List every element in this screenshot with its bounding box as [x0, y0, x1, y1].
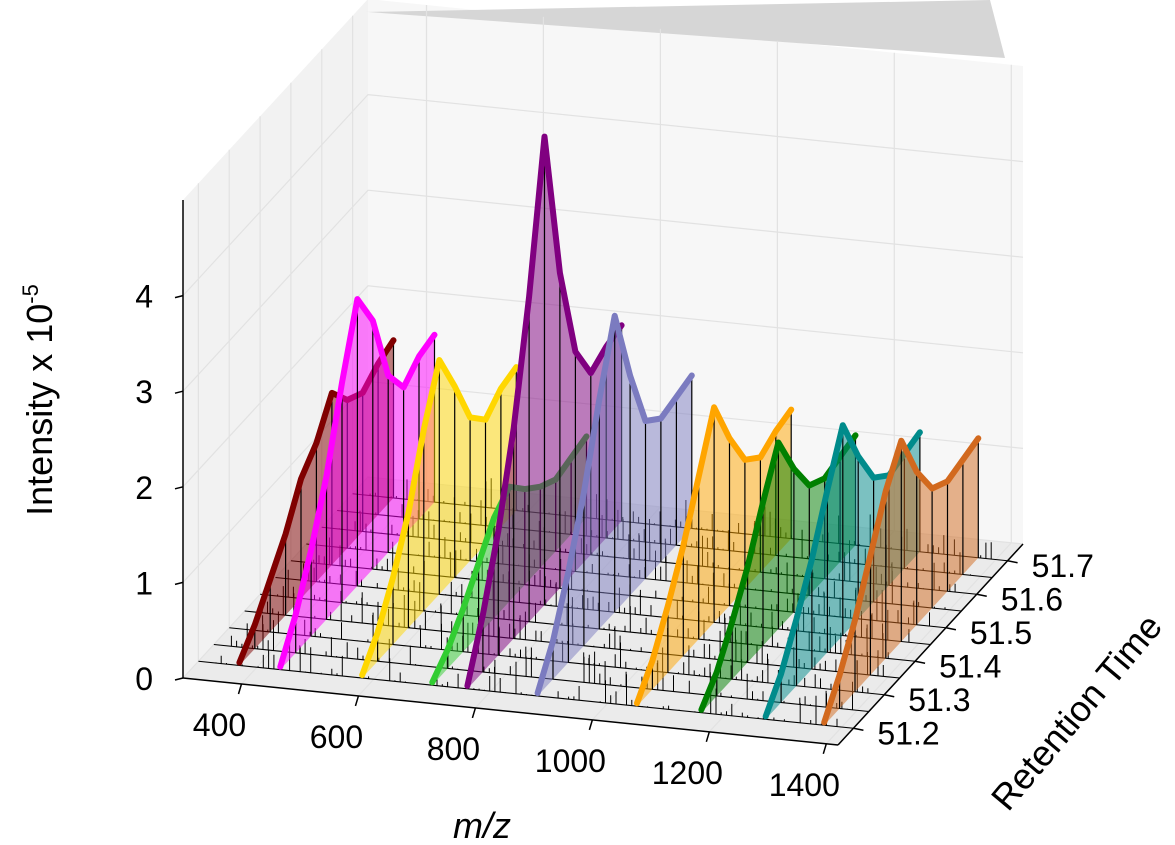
y-tick [945, 627, 957, 631]
z-axis-title-exponent: -5 [18, 284, 43, 304]
z-tick [174, 294, 184, 299]
y-tick-label: 51.2 [877, 715, 939, 751]
x-tick [822, 743, 828, 755]
z-tick [174, 581, 184, 586]
chromatogram-line [359, 357, 520, 679]
x-tick [588, 719, 594, 731]
chromatogram-line [634, 404, 795, 707]
y-tick-label: 51.6 [1001, 581, 1063, 617]
x-tick-label: 1000 [535, 743, 606, 779]
x-tick [705, 731, 711, 743]
z-tick [174, 390, 184, 394]
x-tick-label: 400 [193, 707, 246, 743]
y-tick-label: 51.7 [1032, 548, 1094, 584]
y-tick [1007, 560, 1018, 564]
spectrum-baseline [198, 660, 854, 729]
y-tick [853, 727, 864, 731]
z-axis-title: Intensity x 10-5 [18, 284, 60, 516]
x-tick [471, 707, 477, 719]
chromatogram-line [821, 435, 982, 726]
z-tick [174, 486, 184, 490]
ribbons-group [236, 133, 982, 726]
z-tick-label: 2 [135, 470, 153, 506]
x-tick-label: 800 [427, 731, 480, 767]
z-tick [174, 677, 184, 681]
y-tick-label: 51.4 [939, 648, 1001, 684]
grid-line-z [182, 285, 1024, 488]
x-tick [237, 683, 243, 695]
axes-group [174, 200, 1024, 755]
grid-line-z [182, 93, 1024, 297]
y-tick [914, 660, 926, 664]
y-axis-line [837, 543, 1024, 746]
z-tick-label: 4 [135, 279, 153, 315]
y-tick [976, 593, 987, 597]
chromatogram-line [464, 133, 625, 689]
x-tick [354, 695, 360, 707]
y-tick-label: 51.5 [970, 615, 1032, 651]
y-tick-label: 51.3 [908, 682, 970, 718]
z-tick-label: 0 [135, 661, 153, 697]
z-tick-label: 3 [135, 374, 153, 410]
z-axis-title-main: Intensity x 10 [19, 304, 60, 516]
top-pane-edge [365, 0, 1005, 58]
x-tick-label: 1400 [769, 767, 840, 803]
x-tick-label: 1200 [652, 755, 723, 791]
z-tick-label: 1 [135, 565, 153, 601]
x-axis-line [182, 677, 839, 746]
chromatogram-line [534, 312, 695, 697]
x-tick-label: 600 [310, 719, 363, 755]
x-axis-title: m/z [453, 805, 511, 845]
chromatogram-line [277, 296, 438, 670]
y-tick [884, 694, 895, 698]
grid-line-z [182, 189, 1024, 392]
